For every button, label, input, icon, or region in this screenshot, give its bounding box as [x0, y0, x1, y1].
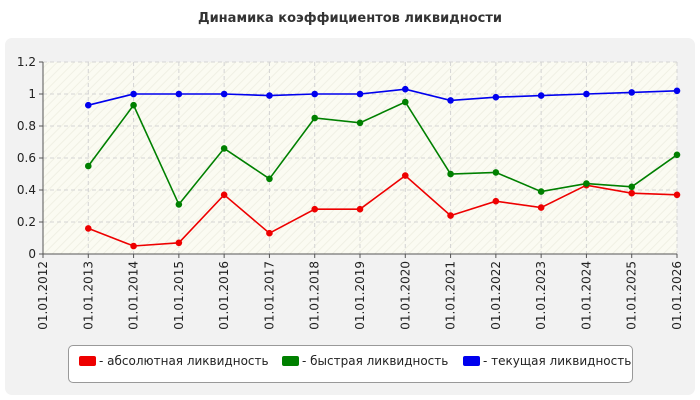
x-tick-label: 01.01.2024 [579, 261, 593, 330]
data-point-series-0 [447, 212, 454, 219]
chart-title: Динамика коэффициентов ликвидности [198, 11, 502, 26]
data-point-series-1 [130, 101, 137, 109]
y-tick-label: 0 [28, 247, 36, 261]
data-point-series-0 [401, 172, 409, 179]
x-tick-label: 01.01.2019 [353, 261, 367, 330]
data-point-series-1 [492, 169, 500, 176]
data-point-series-0 [266, 229, 273, 237]
data-point-series-2 [130, 90, 137, 98]
data-point-series-2 [356, 90, 364, 98]
x-tick-label: 01.01.2022 [489, 261, 503, 330]
series-line-1 [87, 100, 678, 206]
x-tick-label: 01.01.2023 [534, 261, 548, 330]
data-point-series-1 [401, 98, 409, 106]
legend-item-quick: - быстрая ликвидность [282, 354, 448, 368]
data-point-series-2 [175, 90, 183, 98]
x-tick-label: 01.01.2025 [625, 261, 639, 330]
x-tick-label: 01.01.2014 [127, 261, 141, 330]
y-tick-label: 1 [28, 87, 36, 101]
data-point-series-1 [356, 119, 364, 127]
data-point-series-1 [266, 175, 273, 183]
data-point-series-2 [492, 93, 500, 101]
data-point-series-1 [220, 145, 228, 152]
x-tick-label: 01.01.2012 [36, 261, 50, 330]
data-point-series-2 [311, 90, 319, 98]
data-point-series-1 [447, 170, 454, 178]
legend-swatch-absolute [79, 356, 96, 366]
data-point-series-0 [175, 239, 183, 247]
x-tick-label: 01.01.2017 [262, 261, 276, 330]
x-tick-label: 01.01.2026 [670, 261, 684, 330]
legend-swatch-current [463, 356, 480, 366]
data-point-series-2 [537, 92, 545, 99]
y-tick-label: 0.2 [17, 215, 36, 229]
x-tick-label: 01.01.2015 [172, 261, 186, 330]
data-point-series-0 [492, 197, 500, 205]
data-point-series-1 [84, 162, 92, 170]
x-tick-label: 01.01.2020 [398, 261, 412, 330]
legend-item-current: - текущая ликвидность [463, 354, 631, 368]
legend-label-current: - текущая ликвидность [483, 354, 632, 368]
series-line-0 [87, 174, 678, 247]
data-point-series-0 [628, 189, 636, 197]
data-point-series-1 [175, 201, 183, 208]
data-point-series-2 [266, 92, 273, 99]
data-point-series-0 [673, 191, 681, 199]
legend-item-absolute: - абсолютная ликвидность [79, 354, 269, 368]
data-point-series-0 [537, 204, 545, 211]
x-tick-label: 01.01.2013 [81, 261, 95, 330]
data-point-series-2 [673, 87, 681, 95]
y-tick-label: 0.4 [17, 183, 36, 197]
data-point-series-0 [356, 205, 364, 213]
data-point-series-2 [220, 90, 228, 98]
data-point-series-0 [130, 242, 137, 250]
data-point-series-0 [84, 225, 92, 232]
y-tick-label: 1.2 [17, 55, 36, 69]
y-tick-label: 0.8 [17, 119, 36, 133]
data-point-series-1 [673, 151, 681, 159]
series-line-2 [88, 88, 678, 106]
legend-label-absolute: - абсолютная ликвидность [99, 354, 269, 368]
data-point-series-0 [220, 191, 228, 199]
data-point-series-2 [401, 85, 409, 93]
legend-swatch-quick [282, 356, 299, 366]
x-tick-label: 01.01.2021 [444, 261, 458, 330]
x-tick-label: 01.01.2018 [308, 261, 322, 330]
data-point-series-2 [628, 89, 636, 96]
data-point-series-1 [628, 183, 636, 191]
y-tick-label: 0.6 [17, 151, 36, 165]
data-point-series-2 [447, 97, 454, 104]
data-point-series-1 [311, 114, 319, 122]
legend-label-quick: - быстрая ликвидность [302, 354, 449, 368]
data-point-series-2 [583, 90, 590, 98]
x-tick-label: 01.01.2016 [217, 261, 231, 330]
data-point-series-0 [311, 205, 319, 213]
data-point-series-1 [583, 180, 590, 187]
chart-legend: - абсолютная ликвидность - быстрая ликви… [68, 345, 633, 383]
data-point-series-2 [84, 101, 92, 109]
data-point-series-1 [537, 188, 545, 195]
